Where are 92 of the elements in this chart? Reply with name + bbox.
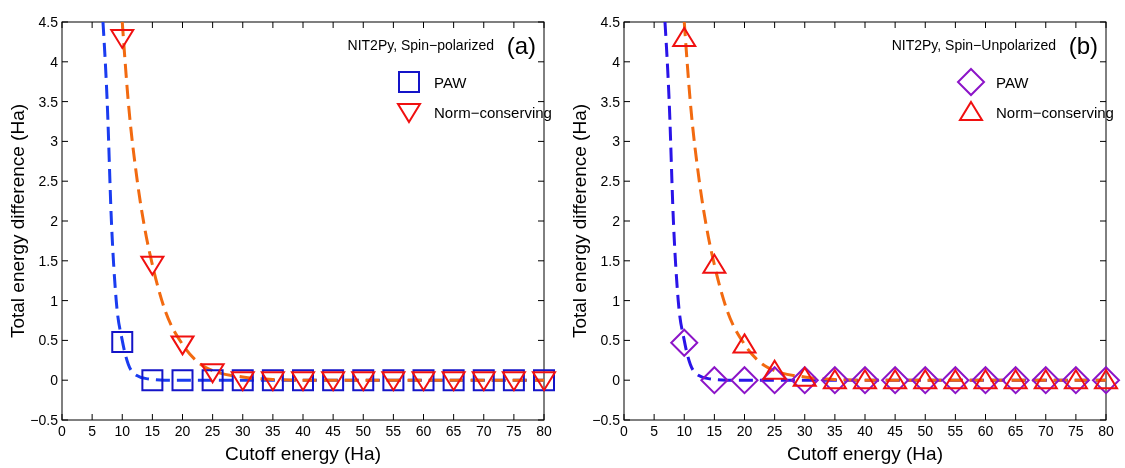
- y-tick-label: 0: [50, 372, 59, 389]
- annotation: (b): [1068, 32, 1098, 59]
- point: [732, 333, 757, 354]
- x-tick-label: 20: [174, 423, 191, 439]
- point: [1061, 366, 1090, 395]
- y-tick-label: 3.5: [38, 93, 59, 110]
- x-tick-label: 45: [325, 423, 342, 439]
- x-tick-label: 80: [536, 423, 552, 439]
- x-tick-label: 25: [766, 423, 783, 439]
- x-tick-label: 35: [265, 423, 281, 439]
- x-tick-label: 50: [355, 423, 372, 439]
- x-tick-label: 70: [1037, 423, 1054, 439]
- y-tick-label: 1: [612, 292, 621, 309]
- x-tick-label: 5: [650, 423, 659, 439]
- x-tick-label: 65: [445, 423, 462, 439]
- legend-title: NIT2Py, Spin−Unpolarized: [891, 37, 1056, 53]
- x-tick-label: 30: [234, 423, 251, 439]
- point: [110, 28, 135, 49]
- y-tick-label: 2.5: [38, 173, 59, 190]
- point: [790, 366, 819, 395]
- point: [851, 366, 879, 395]
- point: [941, 366, 970, 395]
- point: [201, 369, 224, 392]
- x-tick-label: 80: [1098, 423, 1114, 439]
- y-tick-label: 4.5: [38, 14, 59, 30]
- x-tick-label: 40: [857, 423, 873, 439]
- x-tick-label: 20: [736, 423, 753, 439]
- point: [171, 369, 194, 392]
- x-tick-label: 40: [295, 423, 311, 439]
- x-tick-label: 15: [706, 423, 723, 439]
- y-tick-label: 4: [50, 53, 59, 70]
- point: [700, 366, 729, 395]
- point: [971, 366, 1000, 395]
- y-tick-label: 1.5: [38, 252, 59, 269]
- x-tick-label: 50: [917, 423, 934, 439]
- y-tick-label: −0.5: [30, 412, 59, 428]
- legend-label: PAW: [434, 74, 468, 91]
- legend-label: Norm−conserving: [996, 104, 1114, 121]
- y-tick-label: 3: [50, 133, 59, 150]
- x-tick-label: 55: [385, 423, 402, 439]
- point: [140, 255, 165, 276]
- y-tick-label: 4: [612, 53, 621, 70]
- x-tick-label: 10: [676, 423, 693, 439]
- y-tick-label: 3: [612, 133, 621, 150]
- x-tick-label: 15: [144, 423, 161, 439]
- x-tick-label: 60: [977, 423, 994, 439]
- x-tick-label: 10: [114, 423, 131, 439]
- x-tick-label: 55: [947, 423, 964, 439]
- legend-label: PAW: [996, 74, 1030, 91]
- x-tick-label: 45: [887, 423, 904, 439]
- x-tick-label: 5: [88, 423, 97, 439]
- point: [111, 330, 134, 353]
- point: [141, 369, 164, 392]
- y-tick-label: 0.5: [600, 332, 621, 349]
- point: [670, 328, 699, 357]
- point: [1031, 366, 1060, 395]
- point: [820, 366, 849, 395]
- y-tick-label: 2.5: [600, 173, 621, 190]
- y-tick-label: 2: [50, 213, 59, 229]
- y-tick-label: 4.5: [600, 14, 621, 30]
- point: [881, 366, 910, 395]
- point: [730, 366, 759, 395]
- x-tick-label: 75: [506, 423, 522, 439]
- legend-label: Norm−conserving: [434, 104, 552, 121]
- y-tick-label: 1: [50, 292, 59, 309]
- x-tick-label: 30: [796, 423, 813, 439]
- point: [170, 335, 195, 356]
- x-tick-label: 35: [827, 423, 843, 439]
- y-tick-label: 1.5: [600, 252, 621, 269]
- y-axis-title: Total energy difference (Ha): [7, 103, 28, 339]
- point: [760, 366, 789, 395]
- point: [672, 26, 697, 47]
- point: [1092, 366, 1120, 395]
- point: [200, 363, 225, 384]
- y-axis-title: Total energy difference (Ha): [569, 103, 590, 339]
- x-tick-label: 70: [475, 423, 492, 439]
- point: [702, 253, 727, 274]
- x-tick-label: 60: [415, 423, 432, 439]
- y-tick-label: 0: [612, 372, 621, 389]
- y-tick-label: −0.5: [592, 412, 621, 428]
- point: [911, 366, 940, 395]
- x-tick-label: 25: [204, 423, 221, 439]
- y-tick-label: 0.5: [38, 332, 59, 349]
- x-tick-label: 75: [1068, 423, 1084, 439]
- legend-title: NIT2Py, Spin−polarized: [347, 37, 494, 53]
- x-axis-title: Cutoff energy (Ha): [225, 443, 381, 464]
- x-axis-title: Cutoff energy (Ha): [787, 443, 943, 464]
- point: [1001, 366, 1030, 395]
- annotation: (a): [506, 32, 536, 59]
- y-tick-label: 3.5: [600, 93, 621, 110]
- y-tick-label: 2: [612, 213, 621, 229]
- x-tick-label: 65: [1007, 423, 1024, 439]
